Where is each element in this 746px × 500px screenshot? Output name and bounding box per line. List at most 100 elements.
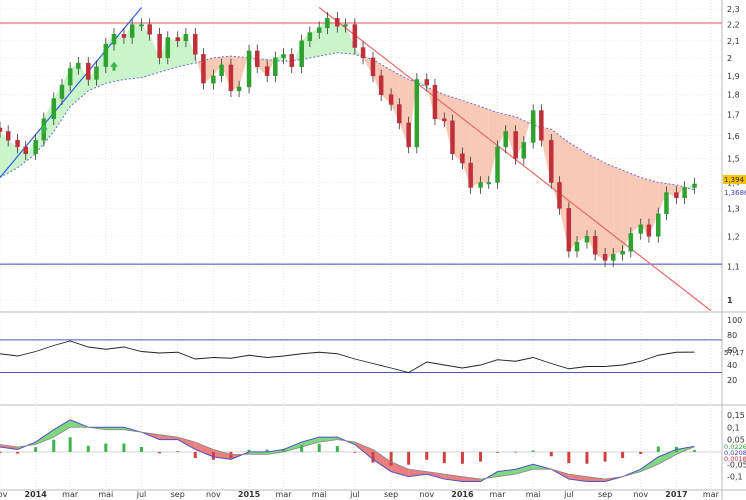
candle-down <box>370 57 376 77</box>
fill-below-ma <box>523 110 534 143</box>
macd-fill-negative <box>586 476 606 482</box>
x-tick-label: mai <box>526 490 541 499</box>
candle-up <box>139 24 144 27</box>
fill-below-ma <box>541 126 552 183</box>
x-tick-label: nov <box>419 490 434 499</box>
candle-up <box>246 50 252 88</box>
candle-down <box>549 139 554 183</box>
candle-down <box>157 33 162 59</box>
price-tick-label: 1,9 <box>727 72 740 81</box>
candle-up <box>486 182 491 185</box>
candle-up <box>76 62 81 69</box>
fill-above-ma <box>185 34 196 66</box>
macd-histogram-bar <box>567 451 571 464</box>
candle-down <box>566 208 572 252</box>
fill-below-ma <box>213 57 222 76</box>
candle-up <box>129 24 135 38</box>
candle-up <box>574 241 580 252</box>
candle-up <box>682 187 687 199</box>
x-tick-label: jul <box>136 490 147 499</box>
fill-below-ma <box>640 177 649 237</box>
x-tick-label: 2017 <box>665 490 687 499</box>
macd-histogram-bar <box>585 451 589 464</box>
candle-up <box>478 182 483 188</box>
candle-up <box>692 183 697 188</box>
x-tick-label: mar <box>62 490 79 499</box>
macd-fill-negative <box>195 442 214 457</box>
oscillator-tick-label: 80 <box>727 331 737 340</box>
oscillator-tick-label: 100 <box>727 316 742 325</box>
candle-down <box>23 146 28 154</box>
candle-down <box>352 24 358 48</box>
candle-up <box>584 236 590 243</box>
macd-fill-positive <box>53 419 71 438</box>
candle-up <box>59 84 65 99</box>
candle-up <box>530 110 536 143</box>
oscillator-tick-label: 40 <box>727 361 737 370</box>
macd-histogram-bar <box>229 451 233 459</box>
price-tick-label: 1,7 <box>727 111 740 120</box>
fill-below-ma <box>505 114 516 159</box>
macd-histogram-bar <box>265 449 269 452</box>
macd-value-label: 0,0018 <box>724 455 746 463</box>
x-tick-label: jul <box>349 490 360 499</box>
fill-below-ma <box>257 58 268 76</box>
macd-histogram-bar <box>193 451 197 458</box>
x-tick-label: mai <box>98 490 113 499</box>
candle-up <box>281 54 286 59</box>
fill-above-ma <box>177 34 186 67</box>
candle-down <box>397 104 402 124</box>
fill-below-ma <box>434 90 445 121</box>
x-tick-label: mai <box>312 490 327 499</box>
candle-up <box>51 98 57 120</box>
macd-histogram-bar <box>52 439 56 452</box>
x-tick-label: sep <box>384 490 398 499</box>
macd-fill-positive <box>658 449 677 465</box>
macd-histogram-bar <box>460 451 464 464</box>
price-tick-label: 2 <box>727 54 732 63</box>
price-tick-label: 1,8 <box>727 91 740 100</box>
price-tick-label: 1 <box>727 296 733 305</box>
fill-below-ma <box>488 109 498 183</box>
macd-tick-label: 0,05 <box>727 436 745 445</box>
candle-down <box>228 64 234 92</box>
candle-down <box>335 18 340 27</box>
candle-up <box>521 142 527 159</box>
candle-up <box>611 253 616 261</box>
fill-above-ma <box>25 140 36 162</box>
candle-up <box>638 224 643 234</box>
macd-histogram-bar <box>425 451 429 460</box>
downtrend-line <box>318 7 712 312</box>
candle-down <box>254 50 260 67</box>
fill-below-ma <box>605 163 614 261</box>
macd-fill-positive <box>640 456 659 472</box>
candle-up <box>628 233 634 252</box>
last-price-label: 1,394 <box>724 176 745 184</box>
macd-fill-positive <box>35 429 54 445</box>
macd-tick-label: 0,1 <box>727 423 740 432</box>
fill-above-ma <box>149 34 160 76</box>
price-tick-label: 2,3 <box>727 5 740 14</box>
macd-histogram-bar <box>603 451 607 462</box>
candle-up <box>620 250 625 255</box>
candle-down <box>121 33 127 38</box>
oscillator-line <box>0 340 695 373</box>
candle-down <box>86 62 91 80</box>
fill-above-ma <box>354 47 364 58</box>
macd-histogram-bar <box>176 451 180 452</box>
fill-below-ma <box>648 179 659 237</box>
fill-below-ma <box>363 56 373 76</box>
fill-below-ma <box>595 157 606 261</box>
macd-histogram-bar <box>0 451 2 453</box>
oscillator-tick-label: 60 <box>727 346 737 355</box>
x-tick-label: nov <box>633 490 648 499</box>
macd-fill-positive <box>319 437 338 443</box>
candle-down <box>0 127 3 132</box>
fill-below-ma <box>613 166 623 255</box>
candle-down <box>360 47 366 59</box>
macd-histogram-bar <box>122 443 126 452</box>
macd-histogram-bar <box>300 445 304 452</box>
x-tick-label: nov <box>206 490 221 499</box>
candle-up <box>495 146 500 183</box>
